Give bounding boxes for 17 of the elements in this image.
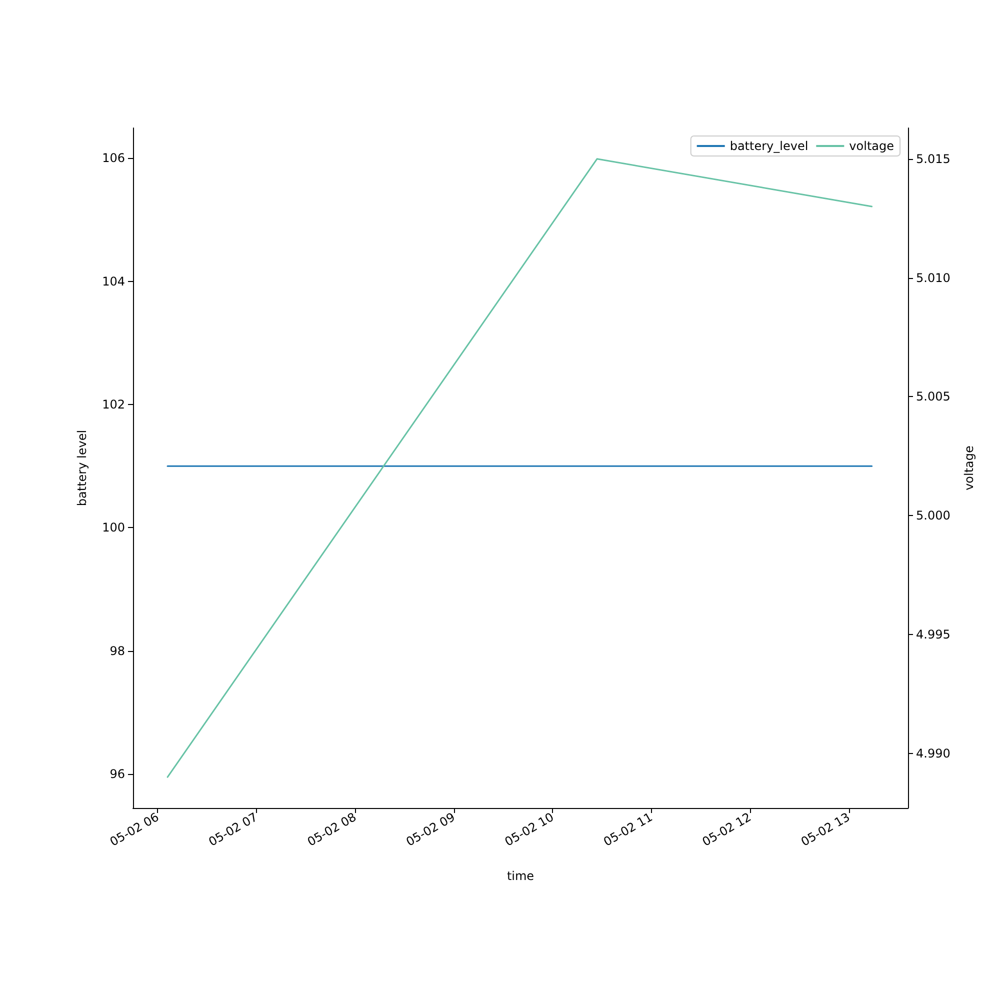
y2-tick-label: 4.995 <box>916 627 950 642</box>
y-tick-label: 96 <box>110 767 125 782</box>
x-axis-title: time <box>506 869 534 883</box>
y-tick-label: 102 <box>102 398 125 412</box>
y2-axis-title: voltage <box>962 446 976 490</box>
y-tick-label: 106 <box>102 151 125 166</box>
y-tick-label: 104 <box>102 274 125 288</box>
y2-tick-label: 5.010 <box>916 270 950 285</box>
y-axis-title: battery level <box>75 430 89 506</box>
y-tick-label: 100 <box>102 520 125 535</box>
legend-label: voltage <box>849 139 894 153</box>
y2-tick-label: 5.000 <box>916 508 950 523</box>
y2-tick-label: 4.990 <box>916 746 950 760</box>
y2-tick-label: 5.015 <box>916 152 950 166</box>
y2-tick-label: 5.005 <box>916 390 950 404</box>
legend-label: battery_level <box>730 139 808 153</box>
y-tick-label: 98 <box>110 644 125 658</box>
